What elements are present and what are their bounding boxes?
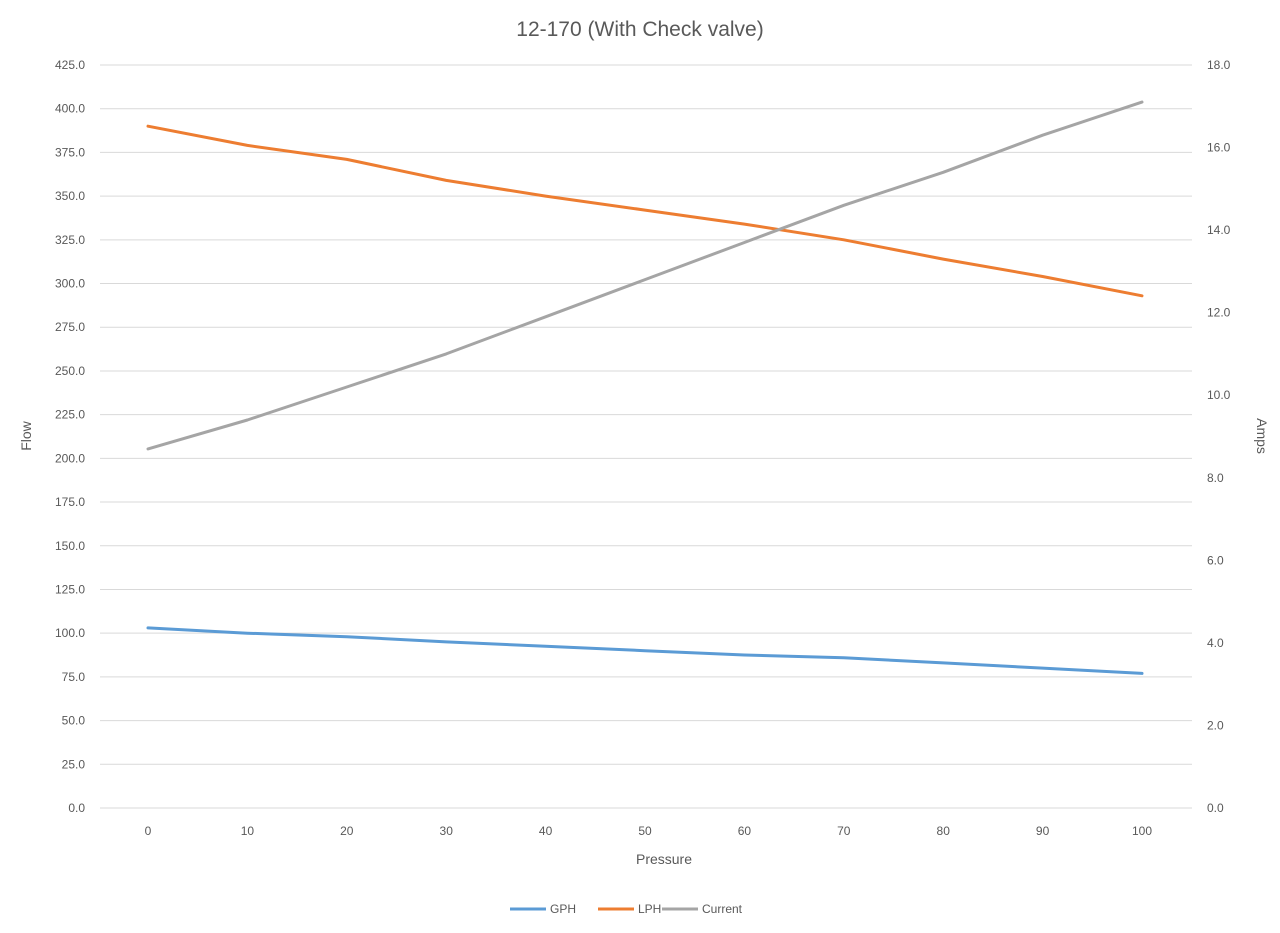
legend: GPH LPH Current: [510, 902, 743, 916]
x-tick-label: 30: [440, 824, 454, 838]
y-tick-label: 0.0: [68, 801, 85, 815]
x-tick-label: 70: [837, 824, 851, 838]
y2-axis-label: Amps: [1254, 418, 1270, 454]
y-tick-label: 225.0: [55, 408, 85, 422]
series-line-lph: [146, 124, 1144, 298]
gridlines: [100, 64, 1192, 809]
x-tick-label: 60: [738, 824, 752, 838]
y2-tick-label: 8.0: [1207, 471, 1224, 485]
x-axis-label: Pressure: [636, 851, 692, 867]
x-axis-ticks: 0 10 20 30 40 50 60 70 80 90 100: [145, 824, 1153, 838]
y2-tick-label: 18.0: [1207, 58, 1231, 72]
y-tick-label: 200.0: [55, 451, 85, 465]
y2-tick-label: 14.0: [1207, 223, 1231, 237]
series-line-current: [146, 100, 1144, 451]
y-tick-label: 250.0: [55, 364, 85, 378]
y-tick-label: 25.0: [62, 757, 86, 771]
series-line-gph: [146, 626, 1144, 675]
y2-tick-label: 16.0: [1207, 141, 1231, 155]
left-axis-ticks: 0.0 25.0 50.0 75.0 100.0 125.0 150.0 175.0 200.0…: [55, 58, 85, 815]
y2-tick-label: 10.0: [1207, 388, 1231, 402]
x-tick-label: 40: [539, 824, 553, 838]
x-tick-label: 0: [145, 824, 152, 838]
legend-label: LPH: [638, 902, 661, 916]
y-axis-label: Flow: [18, 420, 34, 450]
y-tick-label: 50.0: [62, 714, 86, 728]
y-tick-label: 325.0: [55, 233, 85, 247]
y-tick-label: 425.0: [55, 58, 85, 72]
y-tick-label: 400.0: [55, 102, 85, 116]
legend-label: GPH: [550, 902, 576, 916]
x-tick-label: 80: [937, 824, 951, 838]
y-tick-label: 375.0: [55, 145, 85, 159]
y-tick-label: 350.0: [55, 189, 85, 203]
x-tick-label: 100: [1132, 824, 1152, 838]
y-tick-label: 300.0: [55, 277, 85, 291]
y-tick-label: 75.0: [62, 670, 86, 684]
y-tick-label: 275.0: [55, 320, 85, 334]
y2-tick-label: 6.0: [1207, 553, 1224, 567]
y2-tick-label: 4.0: [1207, 636, 1224, 650]
y2-tick-label: 12.0: [1207, 306, 1231, 320]
y-tick-label: 100.0: [55, 626, 85, 640]
right-axis-ticks: 0.0 2.0 4.0 6.0 8.0 10.0 12.0 14.0 16.0 18.0: [1207, 58, 1231, 815]
x-tick-label: 90: [1036, 824, 1050, 838]
y-tick-label: 150.0: [55, 539, 85, 553]
series-lines: [146, 100, 1144, 675]
y-tick-label: 175.0: [55, 495, 85, 509]
x-tick-label: 50: [638, 824, 652, 838]
x-tick-label: 10: [241, 824, 255, 838]
y2-tick-label: 0.0: [1207, 801, 1224, 815]
chart-title: 12-170 (With Check valve): [516, 18, 763, 41]
y-tick-label: 125.0: [55, 582, 85, 596]
x-tick-label: 20: [340, 824, 354, 838]
y2-tick-label: 2.0: [1207, 718, 1224, 732]
legend-label: Current: [702, 902, 743, 916]
